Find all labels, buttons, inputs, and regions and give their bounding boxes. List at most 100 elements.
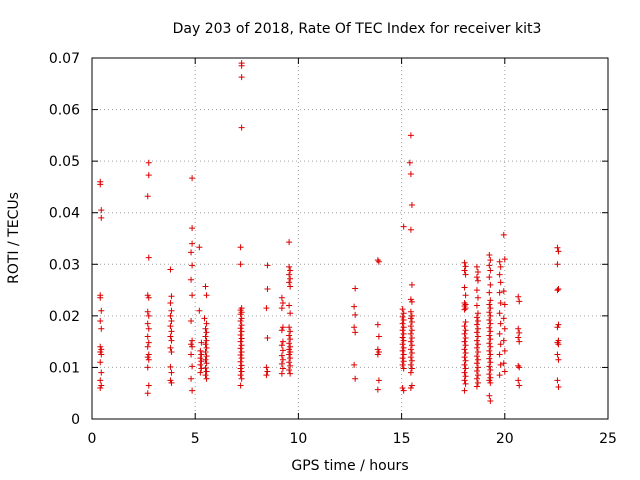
data-point-plus [167, 266, 174, 273]
data-point-plus [408, 201, 415, 208]
data-point-plus [97, 377, 104, 384]
data-point-plus [474, 325, 481, 332]
data-point-plus [486, 363, 493, 370]
data-point-plus [555, 341, 562, 348]
data-point-plus [203, 320, 210, 327]
data-point-plus [287, 275, 294, 282]
data-point-plus [501, 301, 508, 308]
data-point-plus [515, 334, 522, 341]
data-point-plus [287, 343, 294, 350]
data-point-plus [144, 320, 151, 327]
data-point-plus [168, 293, 175, 300]
y-tick-label: 0.01 [49, 360, 80, 376]
data-point-plus [555, 384, 562, 391]
data-point-plus [400, 358, 407, 365]
data-point-plus [487, 312, 494, 319]
data-point-plus [238, 368, 245, 375]
data-point-plus [278, 370, 285, 377]
data-point-plus [486, 252, 493, 259]
data-point-plus [408, 319, 415, 326]
data-point-plus [474, 310, 481, 317]
data-point-plus [352, 285, 359, 292]
data-point-plus [145, 351, 152, 358]
data-point-plus [97, 385, 104, 392]
data-point-plus [202, 283, 209, 290]
data-point-plus [279, 347, 286, 354]
data-point-plus [97, 348, 104, 355]
data-point-plus [168, 348, 175, 355]
data-point-plus [487, 267, 494, 274]
data-point-plus [487, 281, 494, 288]
data-point-plus [98, 351, 105, 358]
data-point-plus [407, 330, 414, 337]
data-point-plus [516, 329, 523, 336]
data-point-plus [202, 325, 209, 332]
data-point-plus [278, 294, 285, 301]
data-point-plus [278, 305, 285, 312]
data-point-plus [473, 263, 480, 270]
data-point-plus [407, 346, 414, 353]
data-point-plus [168, 337, 175, 344]
data-point-plus [237, 244, 244, 251]
data-point-plus [406, 159, 413, 166]
data-point-plus [237, 345, 244, 352]
data-point-plus [407, 385, 414, 392]
data-point-plus [144, 390, 151, 397]
data-point-plus [287, 370, 294, 377]
data-point-plus [497, 341, 504, 348]
data-point-plus [168, 369, 175, 376]
data-point-plus [197, 347, 204, 354]
data-point-plus [473, 344, 480, 351]
y-tick-label: 0 [71, 412, 80, 428]
data-point-plus [238, 62, 245, 69]
data-point-plus [497, 279, 504, 286]
data-point-plus [145, 382, 152, 389]
data-point-plus [400, 310, 407, 317]
data-point-plus [407, 308, 414, 315]
data-point-plus [462, 373, 469, 380]
data-point-plus [408, 349, 415, 356]
data-point-plus [461, 377, 468, 384]
data-point-plus [407, 226, 414, 233]
data-point-plus [399, 347, 406, 354]
data-point-plus [400, 324, 407, 331]
data-point-plus [237, 338, 244, 345]
data-point-plus [202, 372, 209, 379]
data-point-plus [496, 289, 503, 296]
data-point-plus [487, 320, 494, 327]
y-tick-label: 0.04 [49, 206, 80, 222]
data-point-plus [351, 324, 358, 331]
data-point-plus [189, 240, 196, 247]
data-point-plus [487, 336, 494, 343]
data-point-plus [487, 367, 494, 374]
data-point-plus [145, 339, 152, 346]
data-point-plus [279, 356, 286, 363]
y-tick-label: 0.06 [49, 103, 80, 119]
data-point-plus [97, 318, 104, 325]
data-point-plus [263, 364, 270, 371]
data-point-plus [474, 356, 481, 363]
data-point-plus [189, 175, 196, 182]
data-point-plus [474, 364, 481, 371]
data-point-plus [516, 364, 523, 371]
data-point-plus [474, 379, 481, 386]
data-point-plus [462, 342, 469, 349]
data-point-plus [237, 318, 244, 325]
data-point-plus [515, 377, 522, 384]
data-point-plus [473, 368, 480, 375]
data-point-plus [399, 320, 406, 327]
data-point-plus [497, 263, 504, 270]
data-point-plus [198, 365, 205, 372]
data-point-plus [202, 348, 209, 355]
data-point-plus [168, 379, 175, 386]
data-point-plus [486, 289, 493, 296]
data-point-plus [203, 329, 210, 336]
data-point-plus [238, 335, 245, 342]
data-point-plus [279, 324, 286, 331]
data-point-plus [554, 261, 561, 268]
data-point-plus [554, 244, 561, 251]
data-point-plus [167, 323, 174, 330]
data-point-plus [407, 296, 414, 303]
data-point-plus [144, 333, 151, 340]
data-point-plus [462, 380, 469, 387]
